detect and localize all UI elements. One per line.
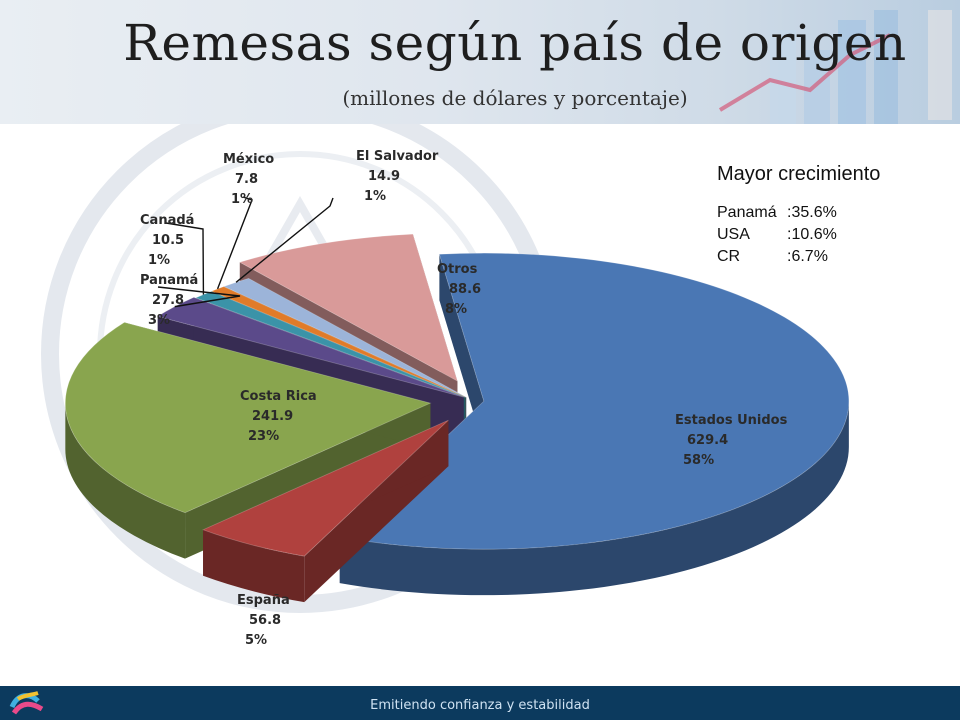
- leader-line-panama: [157, 286, 241, 308]
- growth-row-sep: :: [787, 226, 792, 243]
- slice-percent-label: 58%: [683, 453, 714, 468]
- slice-value-label: 56.8: [249, 613, 281, 628]
- slice-percent-label: 23%: [248, 429, 279, 444]
- slice-category-label: España: [237, 593, 290, 608]
- slice-percent-label: 1%: [231, 192, 253, 207]
- slice-category-label: Panamá: [140, 273, 198, 288]
- growth-row-sep: :: [787, 204, 792, 221]
- growth-panel-title: Mayor crecimiento: [717, 163, 881, 185]
- leader-line-canada: [165, 222, 205, 295]
- header-bars-graphic: [718, 10, 952, 124]
- slice-percent-label: 8%: [445, 302, 467, 317]
- growth-row-name: CR: [717, 248, 741, 265]
- slice-value-label: 14.9: [368, 169, 400, 184]
- slice-category-label: Costa Rica: [240, 389, 317, 404]
- footer-bar: Emitiendo confianza y estabilidad: [0, 686, 960, 720]
- header-banner: Remesas según país de origen (millones d…: [0, 0, 960, 124]
- slice-category-label: Estados Unidos: [675, 413, 788, 428]
- slice-category-label: Canadá: [140, 213, 194, 228]
- pie-slice-espana: [202, 419, 449, 603]
- slice-value-label: 629.4: [687, 433, 728, 448]
- slice-percent-label: 1%: [148, 253, 170, 268]
- pie-slices: [65, 233, 850, 603]
- growth-row: CR : 6.7%: [717, 246, 947, 268]
- slice-percent-label: 1%: [364, 189, 386, 204]
- page-title: Remesas según país de origen: [123, 14, 907, 72]
- growth-row: USA : 10.6%: [717, 224, 947, 246]
- slice-percent-label: 5%: [245, 633, 267, 648]
- slice-value-label: 7.8: [235, 172, 258, 187]
- slice-percent-label: 3%: [148, 313, 170, 328]
- slice-category-label: México: [223, 152, 274, 167]
- growth-row-value: 35.6%: [791, 204, 837, 221]
- leader-lines: [157, 196, 334, 308]
- growth-row-value: 10.6%: [791, 226, 837, 243]
- page-subtitle: (millones de dólares y porcentaje): [342, 86, 688, 110]
- leader-line-el-salvador: [235, 197, 334, 283]
- slice-category-label: Otros: [437, 262, 478, 277]
- growth-row-name: Panamá: [717, 204, 777, 221]
- slice-category-label: El Salvador: [356, 149, 439, 164]
- pie-labels: Estados Unidos 629.4 58% España 56.8 5% Costa …: [140, 149, 788, 648]
- slice-value-label: 27.8: [152, 293, 184, 308]
- slice-value-label: 241.9: [252, 409, 293, 424]
- growth-panel: Mayor crecimiento Panamá : 35.6% USA : 1…: [717, 163, 947, 268]
- growth-row-sep: :: [787, 248, 792, 265]
- slice-value-label: 10.5: [152, 233, 184, 248]
- growth-row-name: USA: [717, 226, 750, 243]
- logo-icon: [9, 691, 44, 715]
- growth-row-value: 6.7%: [791, 248, 828, 265]
- growth-row: Panamá : 35.6%: [717, 202, 947, 224]
- footer-tagline: Emitiendo confianza y estabilidad: [370, 698, 590, 713]
- leader-line-mexico: [216, 196, 253, 290]
- slice-value-label: 88.6: [449, 282, 481, 297]
